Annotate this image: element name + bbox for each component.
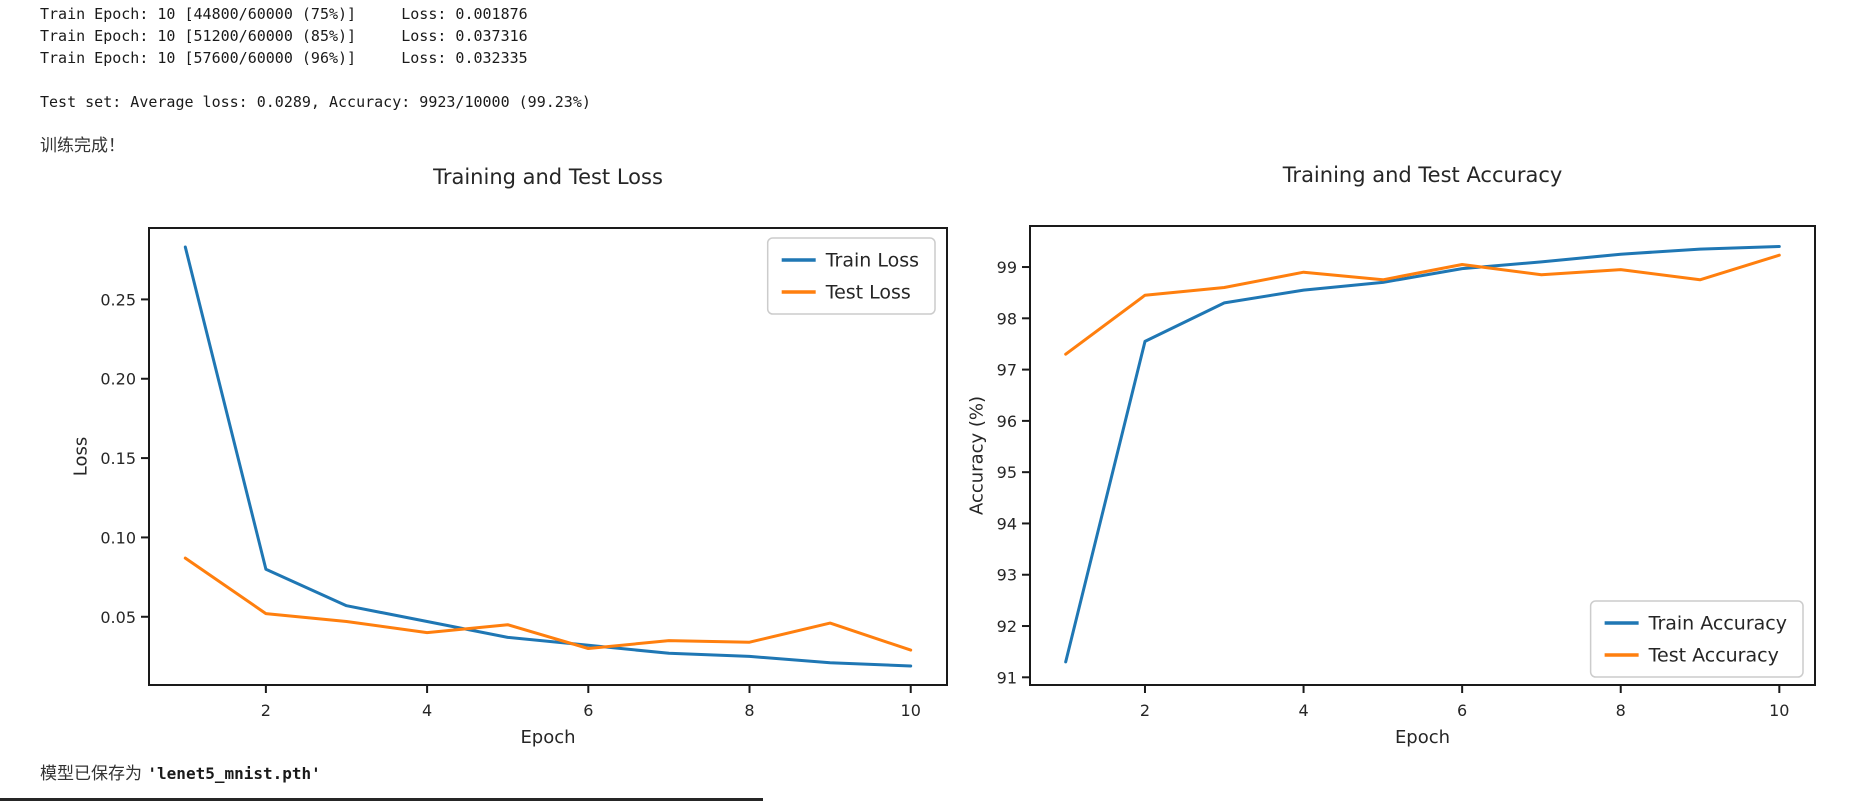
y-tick-label: 0.15 (100, 449, 136, 468)
x-tick-label: 2 (261, 701, 271, 720)
legend: Train Loss Test Loss (766, 237, 936, 315)
plot-area: 2 4 6 8 10 0.05 0.10 0.15 0.20 0.25 (100, 227, 948, 720)
y-tick-label: 94 (997, 514, 1017, 533)
console-line: Train Epoch: 10 [44800/60000 (75%)] Loss… (40, 5, 528, 23)
x-tick-label: 2 (1140, 701, 1150, 720)
legend-label: Test Accuracy (1648, 645, 1779, 667)
x-tick-label: 8 (1616, 701, 1626, 720)
console-line: Test set: Average loss: 0.0289, Accuracy… (40, 93, 591, 111)
console-output: Train Epoch: 10 [44800/60000 (75%)] Loss… (40, 3, 591, 157)
accuracy-x-axis-label: Epoch (1395, 727, 1450, 748)
y-tick-label: 93 (997, 566, 1017, 585)
legend-label: Train Accuracy (1648, 613, 1787, 635)
model-saved-text: 模型已保存为 (40, 764, 148, 784)
console-line: Train Epoch: 10 [51200/60000 (85%)] Loss… (40, 27, 528, 45)
x-tick-label: 10 (1769, 701, 1789, 720)
y-tick-label: 0.05 (100, 608, 136, 627)
loss-chart-title: Training and Test Loss (432, 165, 663, 189)
training-complete-message: 训练完成！ (40, 136, 125, 156)
y-tick-label: 96 (997, 412, 1017, 431)
y-tick-label: 91 (997, 668, 1017, 687)
y-tick-label: 92 (997, 617, 1017, 636)
x-tick-label: 8 (744, 701, 754, 720)
accuracy-chart: Training and Test Accuracy Accuracy (%) … (967, 163, 1816, 748)
plot-area: 2 4 6 8 10 91 92 93 94 95 96 97 98 99 (997, 225, 1816, 720)
model-saved-message: 模型已保存为 'lenet5_mnist.pth' (40, 759, 321, 784)
legend: Train Accuracy Test Accuracy (1589, 600, 1804, 678)
y-tick-label: 0.25 (100, 290, 136, 309)
loss-y-axis-label: Loss (70, 437, 91, 476)
series-line (1064, 245, 1781, 664)
series-line (1064, 253, 1781, 356)
x-tick-label: 10 (901, 701, 921, 720)
y-tick-label: 0.20 (100, 370, 136, 389)
x-tick-label: 4 (1298, 701, 1308, 720)
x-tick-label: 6 (1457, 701, 1467, 720)
series-line (183, 556, 913, 652)
x-tick-label: 6 (583, 701, 593, 720)
y-tick-label: 95 (997, 463, 1017, 482)
y-tick-label: 0.10 (100, 528, 136, 547)
y-tick-label: 98 (997, 309, 1017, 328)
x-tick-label: 4 (422, 701, 432, 720)
accuracy-chart-title: Training and Test Accuracy (1282, 163, 1563, 187)
series-line (183, 245, 913, 668)
accuracy-y-axis-label: Accuracy (%) (967, 396, 988, 515)
model-saved-path: 'lenet5_mnist.pth' (147, 764, 321, 783)
loss-chart: Training and Test Loss Loss Epoch 2 4 6 8 10… (70, 165, 948, 748)
y-tick-label: 99 (997, 258, 1017, 277)
loss-x-axis-label: Epoch (520, 727, 575, 748)
legend-label: Train Loss (825, 250, 919, 272)
console-line: Train Epoch: 10 [57600/60000 (96%)] Loss… (40, 49, 528, 67)
legend-label: Test Loss (825, 282, 911, 304)
window-bottom-edge (0, 798, 763, 801)
y-tick-label: 97 (997, 361, 1017, 380)
